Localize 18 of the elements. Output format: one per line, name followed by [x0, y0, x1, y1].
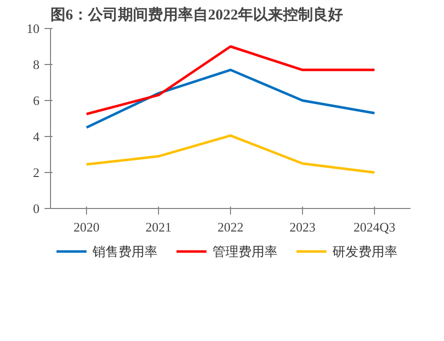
x-tick-label: 2024Q3 — [354, 220, 396, 234]
line-series — [85, 134, 376, 174]
chart-title: 图6：公司期间费用率自2022年以来控制良好 — [50, 6, 343, 24]
line-series — [85, 68, 376, 129]
legend-label: 管理费用率 — [212, 244, 278, 259]
y-tick-label: 8 — [33, 57, 40, 72]
x-tick-label: 2020 — [74, 220, 100, 234]
y-tick-label: 2 — [33, 165, 40, 180]
y-tick-label: 4 — [33, 129, 40, 144]
y-tick-label: 0 — [33, 201, 40, 216]
x-tick-label: 2022 — [218, 220, 244, 234]
legend-label: 销售费用率 — [92, 244, 158, 259]
line-series — [85, 45, 376, 116]
legend-label: 研发费用率 — [332, 244, 398, 259]
y-tick-label: 6 — [33, 93, 40, 108]
x-tick-label: 2021 — [146, 220, 172, 234]
y-tick-label: 10 — [26, 21, 40, 36]
x-tick-label: 2023 — [290, 220, 316, 234]
